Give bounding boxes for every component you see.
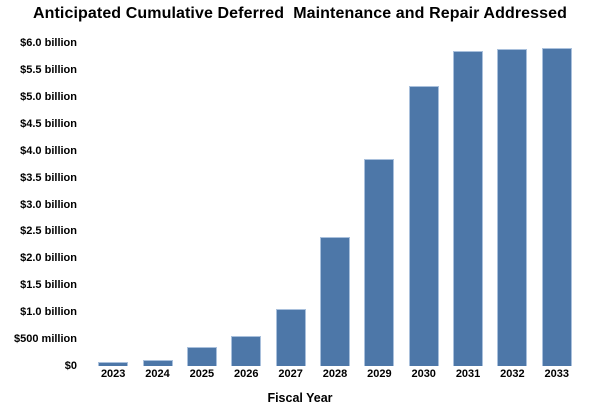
bar-2028	[319, 236, 350, 366]
y-tick-label-5: $5.0 billion	[20, 90, 77, 103]
y-tick-label-1: $1.0 billion	[20, 306, 77, 319]
x-tick-label-2031: 2031	[455, 368, 481, 380]
y-tick-label-5.5: $5.5 billion	[20, 63, 77, 76]
x-tick-label-2033: 2033	[544, 368, 570, 380]
bar-2031	[453, 51, 484, 366]
bar-slot-2028	[313, 43, 357, 366]
y-tick-label-0: $0	[64, 360, 77, 372]
bar-slot-2027	[268, 43, 312, 366]
bar-slot-2033	[535, 43, 579, 366]
bar-2025	[186, 347, 217, 366]
bar-2033	[541, 48, 572, 366]
bar-slot-2031	[446, 43, 490, 366]
x-tick-label-2025: 2025	[189, 368, 215, 380]
bar-2032	[497, 49, 528, 366]
y-tick-label-1.5: $1.5 billion	[20, 279, 77, 292]
x-tick-label-2030: 2030	[411, 368, 436, 380]
x-tick-label-2026: 2026	[234, 368, 259, 380]
y-tick-label-3.5: $3.5 billion	[20, 171, 77, 184]
x-tick-label-2024: 2024	[145, 368, 170, 380]
y-tick-label-2.5: $2.5 billion	[20, 225, 77, 238]
x-tick-label-2029: 2029	[367, 368, 392, 380]
bar-slot-2025	[180, 43, 224, 366]
bar-slot-2026	[224, 43, 268, 366]
y-axis: $0 $500 million $1.0 billion $1.5 billion $2…	[0, 37, 77, 372]
x-axis: 2023 2024 2025 2026 2027 2028 2029 2030 2031 2032…	[91, 368, 579, 380]
bar-slot-2023	[91, 43, 135, 366]
x-tick-label-2027: 2027	[278, 368, 303, 380]
bar-2027	[275, 309, 306, 366]
y-tick-label-2: $2.0 billion	[20, 252, 77, 265]
bar-slot-2029	[357, 43, 401, 366]
bar-slot-2024	[135, 43, 179, 366]
bar-2026	[231, 336, 262, 366]
y-tick-label-4.5: $4.5 billion	[20, 117, 77, 130]
x-axis-title: Fiscal Year	[267, 391, 333, 405]
bar-2023	[98, 361, 129, 366]
y-tick-label-4: $4.0 billion	[20, 144, 77, 157]
x-tick-label-2028: 2028	[322, 368, 348, 380]
bar-slot-2032	[490, 43, 534, 366]
x-tick-label-2023: 2023	[100, 368, 126, 380]
y-tick-label-6: $6.0 billion	[20, 37, 77, 49]
bar-2030	[408, 86, 439, 366]
y-tick-label-3: $3.0 billion	[20, 198, 77, 211]
bar-2024	[142, 360, 173, 366]
bar-2029	[364, 158, 395, 366]
plot-area	[91, 43, 579, 366]
y-tick-label-0.5: $500 million	[14, 333, 77, 346]
bar-slot-2030	[402, 43, 446, 366]
chart-title: Anticipated Cumulative Deferred Maintena…	[32, 5, 568, 22]
x-tick-label-2032: 2032	[500, 368, 525, 380]
